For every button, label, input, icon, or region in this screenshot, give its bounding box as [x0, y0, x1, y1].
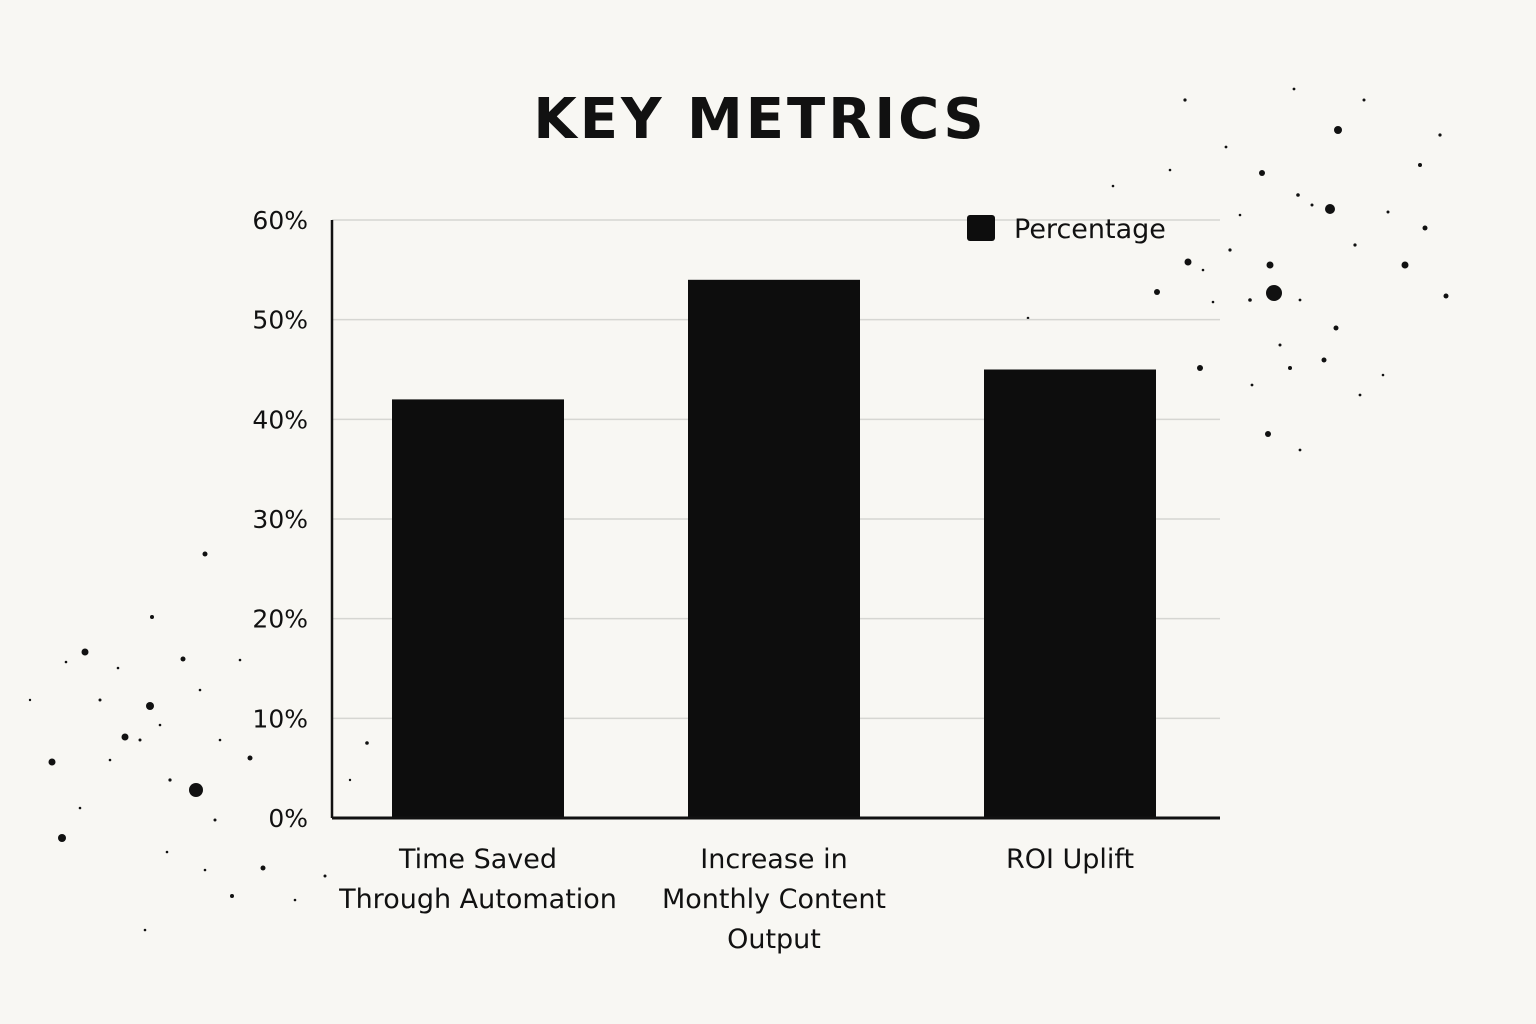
ink-dot [189, 783, 203, 797]
ink-dot [1265, 431, 1271, 437]
chart-title: KEY METRICS [533, 87, 986, 152]
ink-dot [203, 868, 207, 872]
ink-dot [1197, 365, 1203, 371]
ink-dot [1381, 373, 1385, 377]
ink-dot [365, 741, 369, 745]
ink-dot [1250, 383, 1254, 387]
ink-dot [1248, 298, 1252, 302]
ink-dot [81, 648, 89, 656]
ink-dot [348, 778, 352, 782]
ink-dot [1278, 343, 1282, 347]
ink-dot [1438, 133, 1442, 137]
ink-dot [247, 755, 253, 761]
ink-dot [1401, 261, 1409, 269]
ink-dot [1111, 184, 1115, 188]
ink-dot [78, 806, 82, 810]
ink-dot [1422, 225, 1428, 231]
ink-dot [1228, 248, 1232, 252]
bar [688, 279, 860, 818]
ink-dot [1296, 193, 1300, 197]
ink-dot [98, 698, 102, 702]
ink-dot [58, 834, 66, 842]
y-axis-ticks: 0% 10% 20% 30% 40% 50% 60% [252, 206, 308, 833]
ink-dot [1325, 204, 1335, 214]
ink-dot [1224, 145, 1228, 149]
ink-dot [165, 850, 169, 854]
ink-dot [1310, 203, 1314, 207]
ink-dot [64, 660, 68, 664]
ink-dot [1362, 98, 1366, 102]
ink-splatter-decoration [28, 87, 1449, 932]
ink-dot [146, 702, 154, 710]
y-tick-label: 40% [252, 405, 308, 434]
ink-dot [1321, 357, 1327, 363]
ink-dot [1333, 325, 1339, 331]
ink-dot [1288, 366, 1292, 370]
ink-dot [238, 658, 242, 662]
ink-dot [202, 551, 208, 557]
y-tick-label: 60% [252, 206, 308, 235]
ink-dot [323, 874, 327, 878]
ink-dot [1386, 210, 1390, 214]
y-tick-label: 20% [252, 605, 308, 634]
ink-dot [28, 698, 32, 702]
ink-dot [1418, 163, 1422, 167]
ink-dot [1443, 293, 1449, 299]
ink-dot [116, 666, 120, 670]
y-tick-label: 50% [252, 306, 308, 335]
ink-dot [1183, 98, 1187, 102]
ink-dot [138, 738, 142, 742]
legend: Percentage [967, 214, 1166, 245]
y-tick-label: 30% [252, 505, 308, 534]
ink-dot [1266, 285, 1282, 301]
ink-dot [1259, 170, 1265, 176]
x-category-label: Increase in Monthly Content Output [662, 844, 886, 955]
ink-dot [1353, 243, 1357, 247]
ink-dot [168, 778, 172, 782]
axes [330, 220, 1220, 820]
legend-swatch [967, 215, 995, 241]
ink-dot [213, 818, 217, 822]
ink-dot [260, 865, 266, 871]
ink-dot [158, 723, 162, 727]
ink-dot [198, 688, 202, 692]
ink-dot [1211, 300, 1215, 304]
bar [984, 369, 1156, 818]
x-category-label: Time Saved Through Automation [338, 844, 617, 915]
ink-dot [108, 758, 112, 762]
ink-dot [180, 656, 186, 662]
ink-dot [1298, 448, 1302, 452]
ink-dot [1298, 298, 1302, 302]
ink-dot [218, 738, 222, 742]
ink-dot [48, 758, 56, 766]
ink-dot [1266, 261, 1274, 269]
ink-dot [1201, 268, 1205, 272]
x-axis-categories: Time Saved Through Automation Increase in M… [338, 844, 1134, 955]
bar [392, 399, 564, 818]
ink-dot [1184, 258, 1192, 266]
ink-dot [121, 733, 129, 741]
y-tick-label: 0% [268, 804, 308, 833]
bars [392, 279, 1156, 818]
ink-dot [1238, 213, 1242, 217]
ink-dot [1154, 289, 1160, 295]
ink-dot [293, 898, 297, 902]
ink-dot [230, 894, 234, 898]
ink-dot [143, 928, 147, 932]
ink-dot [1292, 87, 1296, 91]
ink-dot [150, 615, 154, 619]
ink-dot [1026, 316, 1030, 320]
y-tick-label: 10% [252, 704, 308, 733]
legend-label: Percentage [1014, 214, 1166, 245]
ink-dot [1358, 393, 1362, 397]
ink-dot [1168, 168, 1172, 172]
x-category-label: ROI Uplift [1006, 844, 1134, 875]
ink-dot [1334, 126, 1342, 134]
